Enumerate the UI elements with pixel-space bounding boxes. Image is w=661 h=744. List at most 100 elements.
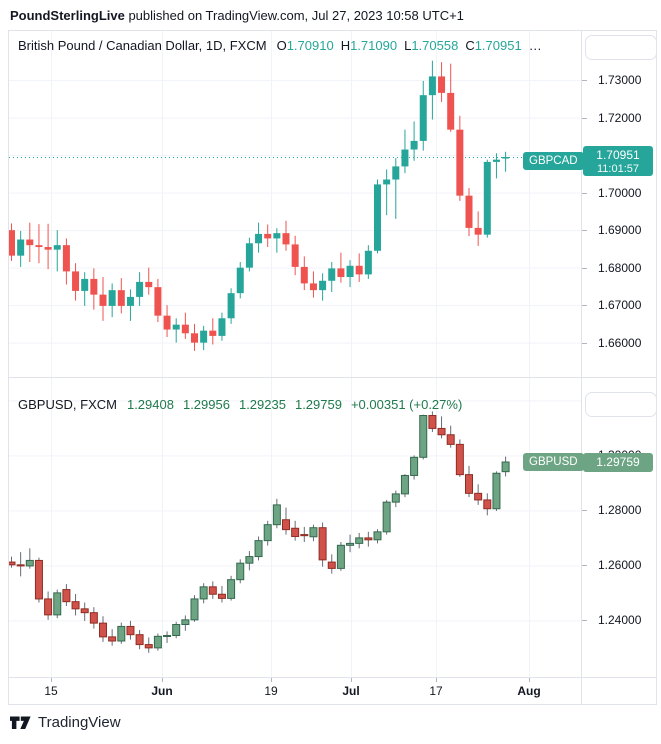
price-axis-tick: [582, 305, 587, 307]
gbpcad-legend: British Pound / Canadian Dollar, 1D, FXC…: [18, 38, 542, 53]
open-value: 1.70910: [286, 38, 334, 53]
gbpusd-high: 1.29956: [182, 397, 230, 412]
candle-body: [181, 619, 190, 626]
candle: [328, 262, 336, 293]
candle-body: [9, 561, 16, 566]
tradingview-attribution[interactable]: TradingView: [10, 714, 121, 731]
gbpcad-last-price: 1.70951: [596, 148, 640, 162]
time-axis-label: Aug: [517, 684, 541, 698]
candle-body: [264, 233, 272, 239]
candle-body: [208, 586, 217, 595]
candle: [428, 411, 437, 433]
candle: [428, 60, 436, 120]
gbpusd-legend: GBPUSD, FXCM 1.29408 1.29956 1.29235 1.2…: [18, 397, 471, 412]
price-axis-label: 1.72000: [598, 110, 642, 125]
time-axis-label: 15: [44, 684, 58, 698]
candle: [80, 602, 89, 621]
candle-body: [455, 443, 464, 476]
gbpcad-candlestick-chart[interactable]: [9, 31, 581, 377]
candle-body: [117, 625, 126, 642]
candle: [200, 325, 208, 351]
candle: [117, 622, 126, 644]
candle: [217, 586, 226, 603]
gbpusd-change: +0.00351 (+0.27%): [350, 397, 463, 412]
price-axis-label: 1.67000: [598, 298, 642, 313]
candle: [291, 520, 300, 541]
price-axis-label: 1.73000: [598, 73, 642, 88]
candle-body: [236, 267, 244, 294]
candle: [410, 121, 418, 161]
source-box-bottom[interactable]: [585, 392, 657, 417]
candle: [465, 465, 473, 498]
candle-body: [135, 634, 144, 646]
candle-body: [309, 283, 317, 291]
candle: [355, 253, 363, 282]
panel-divider[interactable]: [9, 377, 656, 378]
attribution-header: PoundSterlingLive published on TradingVi…: [10, 8, 464, 23]
candle: [319, 273, 327, 301]
candle-body: [438, 76, 446, 93]
candle: [227, 288, 235, 324]
candle: [255, 222, 263, 253]
candle: [153, 633, 162, 651]
candle-body: [336, 544, 345, 569]
price-axis-divider: [581, 31, 582, 704]
candle: [447, 63, 455, 132]
candle: [437, 416, 446, 439]
candle: [392, 158, 400, 219]
candle: [364, 245, 372, 279]
candle-body: [254, 540, 263, 558]
candle-body: [190, 598, 199, 621]
candle: [71, 593, 80, 616]
candle-body: [16, 564, 25, 567]
candle-body: [191, 333, 198, 343]
candle-body: [474, 492, 483, 501]
gbpcad-title: British Pound / Canadian Dollar, 1D, FXC…: [18, 38, 267, 53]
candle: [291, 235, 299, 276]
candle: [227, 575, 236, 601]
candle-body: [282, 233, 290, 245]
candle-body: [428, 76, 436, 96]
candle-body: [81, 278, 89, 291]
time-axis[interactable]: 15 Jun 19 Jul 17 Aug: [9, 678, 656, 704]
candle: [401, 129, 409, 174]
candle-body: [154, 287, 162, 316]
candle-body: [136, 281, 144, 297]
candle-body: [181, 324, 189, 334]
price-axis-tick: [582, 342, 587, 344]
price-axis[interactable]: 1.73000 1.72000 1.70000 1.69000 1.68000 1.670…: [582, 31, 656, 678]
candle: [191, 323, 198, 351]
candle: [483, 493, 492, 516]
candle-body: [446, 434, 455, 445]
gbpusd-low: 1.29235: [238, 397, 286, 412]
candle: [455, 439, 464, 477]
candle-body: [272, 504, 281, 526]
candle: [44, 591, 53, 620]
candle: [263, 520, 272, 546]
candle-body: [428, 415, 437, 429]
close-label: C: [465, 38, 475, 53]
gbpusd-candlestick-chart[interactable]: [9, 378, 581, 677]
candle-body: [447, 92, 455, 130]
candle: [53, 230, 61, 272]
candle: [309, 271, 317, 298]
candle-body: [483, 499, 492, 510]
candle: [209, 318, 217, 345]
candle-body: [153, 635, 162, 649]
candle: [355, 532, 364, 549]
candle-body: [227, 293, 235, 319]
candle-body: [53, 245, 61, 250]
high-label: H: [340, 38, 351, 53]
candle: [163, 305, 171, 338]
candle-body: [346, 265, 354, 278]
source-box-top[interactable]: [585, 35, 657, 60]
candle: [346, 260, 354, 288]
price-axis-tick: [582, 230, 587, 232]
candle-body: [26, 239, 34, 246]
candle-body: [492, 472, 501, 510]
gbpusd-close: 1.29759: [294, 397, 342, 412]
price-axis-tick: [582, 510, 587, 512]
candle-body: [62, 245, 70, 272]
candle-body: [35, 245, 43, 248]
